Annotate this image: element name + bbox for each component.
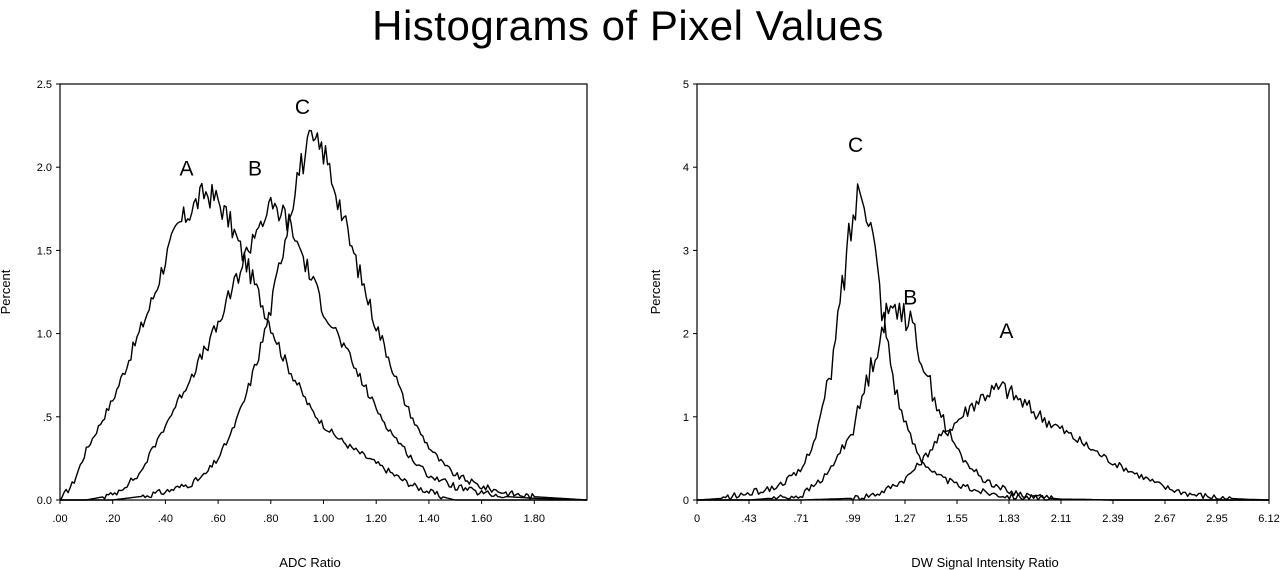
y-tick-label: 2.5 [37, 79, 52, 91]
x-tick-label: 1.55 [946, 513, 967, 525]
x-tick-label: .40 [158, 513, 173, 525]
y-tick-label: .5 [43, 412, 52, 424]
x-tick-label: .71 [793, 513, 808, 525]
series-label-a: A [999, 320, 1013, 343]
y-tick-label: 1.0 [37, 329, 52, 341]
series-label-c: C [848, 134, 863, 157]
x-tick-label: .43 [741, 513, 756, 525]
x-tick-label: 6.12 [1258, 513, 1279, 525]
page-title: Histograms of Pixel Values [372, 2, 884, 49]
y-axis-title: Percent [0, 269, 13, 314]
y-tick-label: 3 [683, 245, 689, 257]
x-tick-label: 1.60 [471, 513, 492, 525]
series-label-c: C [295, 96, 310, 119]
y-axis-title: Percent [648, 269, 663, 314]
series-line-c [696, 183, 1269, 501]
x-tick-label: 1.20 [365, 513, 386, 525]
y-tick-label: 2.0 [37, 162, 52, 174]
x-tick-label: .20 [105, 513, 120, 525]
adc-ratio-histogram: 0.0 .5 1.0 1.5 2.0 2.5 .00 .20 .40 .60 .80 1.00 1.20… [0, 79, 588, 570]
y-tick-label: 2 [683, 329, 689, 341]
x-tick-label: 2.95 [1206, 513, 1227, 525]
y-tick-label: 5 [683, 79, 689, 91]
series-label-a: A [179, 158, 193, 181]
x-tick-label: 1.80 [524, 513, 545, 525]
x-axis-title: DW Signal Intensity Ratio [911, 555, 1058, 570]
series-line-b [60, 196, 588, 501]
series-line-a [59, 182, 587, 501]
y-tick-label: 0.0 [37, 495, 52, 507]
x-tick-label: .80 [263, 513, 278, 525]
x-tick-label: 1.00 [313, 513, 334, 525]
x-axis-title: ADC Ratio [279, 555, 340, 570]
series-line-b [697, 302, 1269, 501]
series-line-c [60, 129, 588, 501]
x-tick-label: .99 [845, 513, 860, 525]
x-tick-label: 1.27 [894, 513, 915, 525]
series-label-b: B [248, 158, 262, 181]
y-tick-label: 4 [683, 162, 689, 174]
x-tick-label: 2.11 [1051, 513, 1072, 525]
y-tick-label: 1 [683, 412, 689, 424]
y-tick-label: 0 [683, 495, 689, 507]
x-tick-label: 0 [694, 513, 700, 525]
x-tick-label: 2.67 [1154, 513, 1175, 525]
x-tick-label: 1.83 [998, 513, 1019, 525]
series-line-a [697, 381, 1270, 501]
x-tick-label: 2.39 [1102, 513, 1123, 525]
y-tick-label: 1.5 [37, 245, 52, 257]
x-tick-label: .60 [210, 513, 225, 525]
series-label-b: B [903, 286, 917, 309]
x-tick-label: 1.40 [418, 513, 439, 525]
plot-frame [696, 83, 1270, 501]
x-tick-label: .00 [52, 513, 67, 525]
